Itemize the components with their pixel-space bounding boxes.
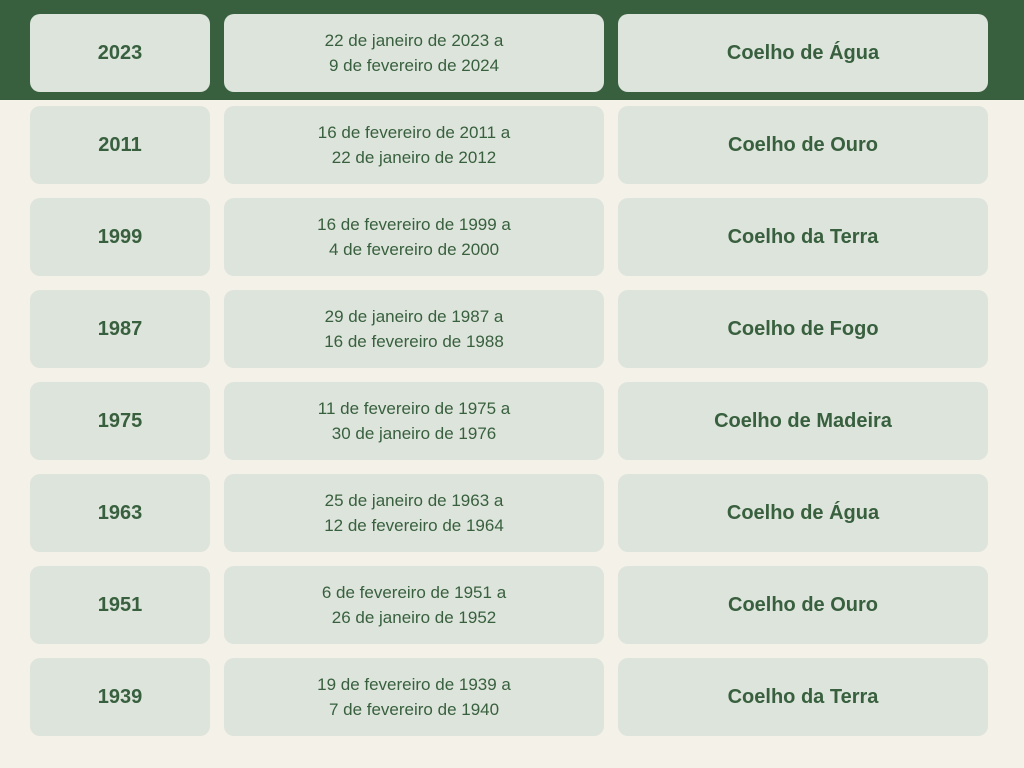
year-cell: 1987: [30, 290, 210, 368]
date-range-line2: 4 de fevereiro de 2000: [329, 237, 499, 263]
date-range-line2: 22 de janeiro de 2012: [332, 145, 496, 171]
date-range-line2: 30 de janeiro de 1976: [332, 421, 496, 447]
element-cell: Coelho de Madeira: [618, 382, 988, 460]
element-cell: Coelho da Terra: [618, 658, 988, 736]
date-range-cell: 11 de fevereiro de 1975 a 30 de janeiro …: [224, 382, 604, 460]
date-range-line1: 29 de janeiro de 1987 a: [325, 304, 504, 330]
date-range-cell: 19 de fevereiro de 1939 a 7 de fevereiro…: [224, 658, 604, 736]
date-range-line2: 7 de fevereiro de 1940: [329, 697, 499, 723]
table-row: 1951 6 de fevereiro de 1951 a 26 de jane…: [30, 566, 994, 644]
element-cell: Coelho de Fogo: [618, 290, 988, 368]
table-row: 1987 29 de janeiro de 1987 a 16 de fever…: [30, 290, 994, 368]
year-cell: 1939: [30, 658, 210, 736]
element-cell: Coelho de Ouro: [618, 566, 988, 644]
year-cell: 1963: [30, 474, 210, 552]
date-range-line1: 16 de fevereiro de 1999 a: [317, 212, 511, 238]
date-range-cell: 25 de janeiro de 1963 a 12 de fevereiro …: [224, 474, 604, 552]
date-range-cell: 16 de fevereiro de 1999 a 4 de fevereiro…: [224, 198, 604, 276]
date-range-cell: 16 de fevereiro de 2011 a 22 de janeiro …: [224, 106, 604, 184]
date-range-cell: 29 de janeiro de 1987 a 16 de fevereiro …: [224, 290, 604, 368]
date-range-line2: 16 de fevereiro de 1988: [324, 329, 504, 355]
date-range-cell: 6 de fevereiro de 1951 a 26 de janeiro d…: [224, 566, 604, 644]
table-row: 1999 16 de fevereiro de 1999 a 4 de feve…: [30, 198, 994, 276]
table-row: 2011 16 de fevereiro de 2011 a 22 de jan…: [30, 106, 994, 184]
zodiac-table: 2023 22 de janeiro de 2023 a 9 de fevere…: [0, 0, 1024, 736]
table-row: 2023 22 de janeiro de 2023 a 9 de fevere…: [30, 14, 994, 92]
date-range-cell: 22 de janeiro de 2023 a 9 de fevereiro d…: [224, 14, 604, 92]
year-cell: 2011: [30, 106, 210, 184]
date-range-line1: 25 de janeiro de 1963 a: [325, 488, 504, 514]
date-range-line1: 19 de fevereiro de 1939 a: [317, 672, 511, 698]
element-cell: Coelho de Água: [618, 474, 988, 552]
table-row: 1975 11 de fevereiro de 1975 a 30 de jan…: [30, 382, 994, 460]
element-cell: Coelho da Terra: [618, 198, 988, 276]
date-range-line1: 6 de fevereiro de 1951 a: [322, 580, 506, 606]
element-cell: Coelho de Ouro: [618, 106, 988, 184]
table-row: 1963 25 de janeiro de 1963 a 12 de fever…: [30, 474, 994, 552]
year-cell: 2023: [30, 14, 210, 92]
table-row: 1939 19 de fevereiro de 1939 a 7 de feve…: [30, 658, 994, 736]
date-range-line1: 11 de fevereiro de 1975 a: [318, 396, 511, 422]
year-cell: 1975: [30, 382, 210, 460]
date-range-line2: 9 de fevereiro de 2024: [329, 53, 499, 79]
year-cell: 1951: [30, 566, 210, 644]
year-cell: 1999: [30, 198, 210, 276]
date-range-line1: 16 de fevereiro de 2011 a: [318, 120, 511, 146]
element-cell: Coelho de Água: [618, 14, 988, 92]
date-range-line2: 12 de fevereiro de 1964: [324, 513, 504, 539]
date-range-line1: 22 de janeiro de 2023 a: [325, 28, 504, 54]
date-range-line2: 26 de janeiro de 1952: [332, 605, 496, 631]
